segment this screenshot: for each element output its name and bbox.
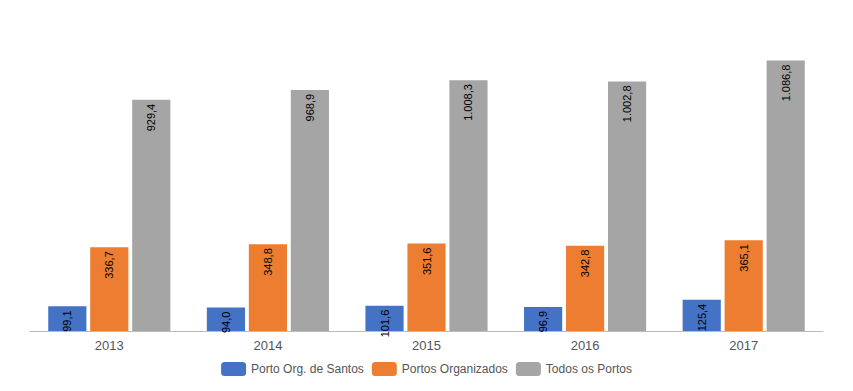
svg-text:342,8: 342,8	[579, 250, 591, 278]
svg-text:Porto Org. de Santos: Porto Org. de Santos	[251, 362, 364, 376]
svg-text:96,9: 96,9	[537, 311, 549, 332]
svg-text:Portos Organizados: Portos Organizados	[402, 362, 508, 376]
svg-text:2015: 2015	[412, 338, 441, 353]
svg-text:2016: 2016	[571, 338, 600, 353]
svg-text:1.086,8: 1.086,8	[780, 65, 792, 102]
svg-text:2017: 2017	[729, 338, 758, 353]
svg-text:348,8: 348,8	[262, 248, 274, 276]
svg-text:101,6: 101,6	[379, 310, 391, 338]
svg-text:Todos os Portos: Todos os Portos	[546, 362, 632, 376]
svg-text:351,6: 351,6	[421, 248, 433, 276]
svg-text:1.002,8: 1.002,8	[621, 86, 633, 123]
svg-text:125,4: 125,4	[696, 304, 708, 332]
svg-text:929,4: 929,4	[145, 104, 157, 132]
svg-text:968,9: 968,9	[304, 94, 316, 122]
svg-text:1.008,3: 1.008,3	[462, 84, 474, 121]
svg-text:99,1: 99,1	[61, 310, 73, 331]
svg-text:365,1: 365,1	[738, 244, 750, 272]
svg-text:336,7: 336,7	[103, 251, 115, 279]
svg-text:2014: 2014	[253, 338, 282, 353]
svg-text:2013: 2013	[95, 338, 124, 353]
svg-text:94,0: 94,0	[220, 312, 232, 333]
